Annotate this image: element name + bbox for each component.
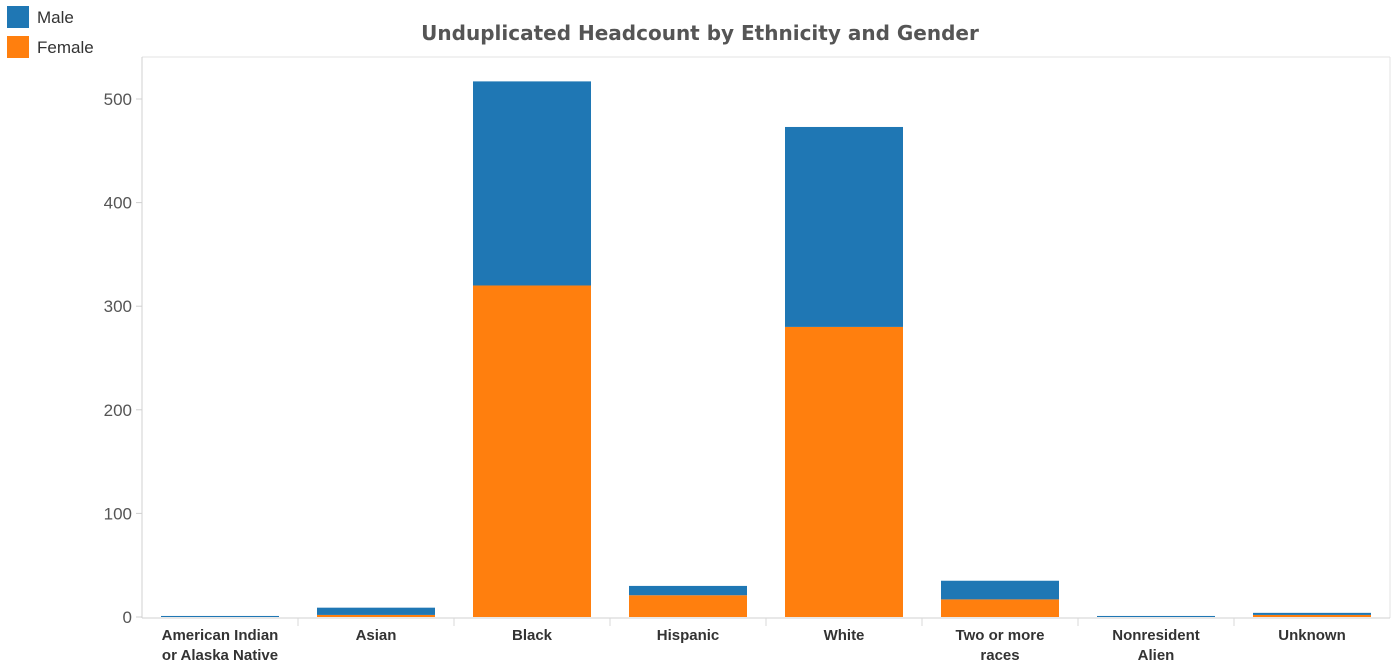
bar-female-1[interactable] (317, 614, 435, 617)
y-tick-label: 400 (104, 194, 132, 213)
bar-female-3[interactable] (629, 595, 747, 617)
x-tick-label: races (980, 647, 1019, 664)
bar-female-5[interactable] (941, 599, 1059, 617)
x-tick-label: Unknown (1278, 627, 1346, 644)
x-tick-label: American Indian (162, 627, 279, 644)
x-tick-label: Alien (1138, 647, 1175, 664)
y-tick-label: 0 (123, 608, 132, 627)
x-tick-label: Hispanic (657, 627, 720, 644)
legend-swatch-female (7, 36, 29, 58)
x-tick-label: Black (512, 627, 553, 644)
y-tick-label: 100 (104, 504, 132, 523)
bars (161, 81, 1371, 617)
x-tick-label: White (824, 627, 865, 644)
bar-male-6[interactable] (1097, 615, 1215, 617)
legend-swatch-male (7, 6, 29, 28)
chart-title: Unduplicated Headcount by Ethnicity and … (421, 21, 979, 45)
x-tick-label: Nonresident (1112, 627, 1200, 644)
x-tick-label: Asian (356, 627, 397, 644)
legend-label-female: Female (37, 38, 94, 57)
plot-frame (141, 56, 1391, 619)
x-axis: American Indian or Alaska Native Asian Blac… (162, 618, 1346, 664)
y-axis: 0 100 200 300 400 500 (104, 90, 142, 627)
y-tick-label: 200 (104, 401, 132, 420)
bar-male-5[interactable] (941, 580, 1059, 600)
bar-male-2[interactable] (473, 81, 591, 286)
bar-male-3[interactable] (629, 585, 747, 596)
bar-male-4[interactable] (785, 126, 903, 327)
x-tick-label: Two or more (956, 627, 1045, 644)
bar-female-2[interactable] (473, 285, 591, 617)
bar-male-7[interactable] (1253, 612, 1371, 615)
bar-female-7[interactable] (1253, 614, 1371, 617)
bar-male-0[interactable] (161, 615, 279, 617)
legend: Male Female (7, 6, 94, 58)
legend-label-male: Male (37, 8, 74, 27)
x-tick-label: or Alaska Native (162, 647, 278, 664)
bar-male-1[interactable] (317, 607, 435, 615)
y-tick-label: 500 (104, 90, 132, 109)
y-tick-label: 300 (104, 297, 132, 316)
bar-female-4[interactable] (785, 326, 903, 617)
